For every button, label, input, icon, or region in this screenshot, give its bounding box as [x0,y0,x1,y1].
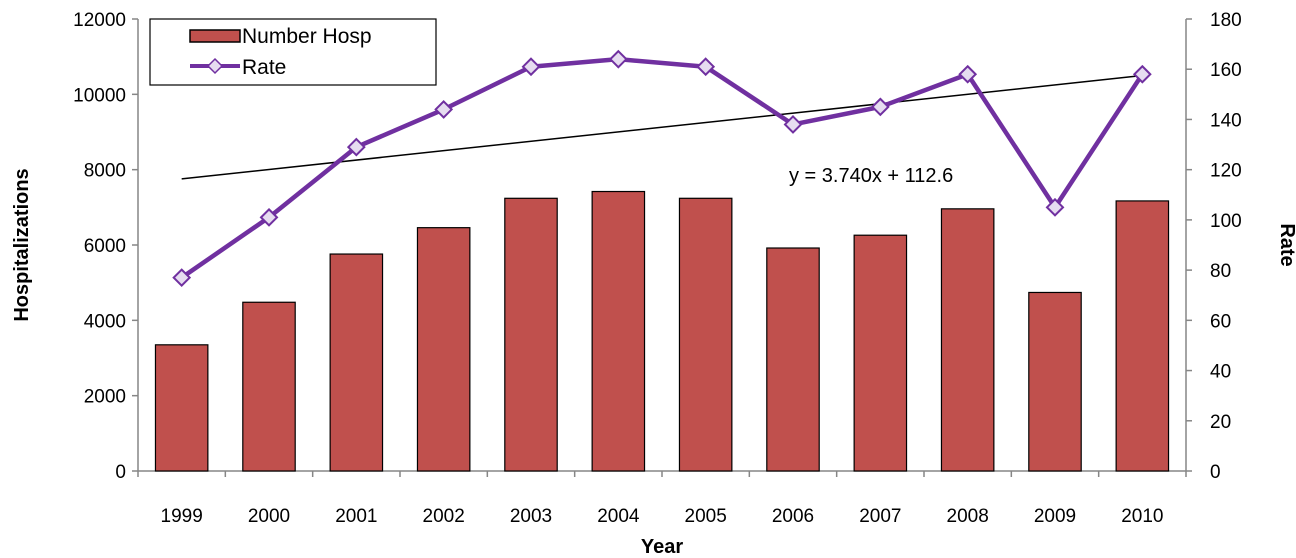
right-tick-label: 0 [1210,462,1221,483]
x-axis-ticks: 1999 2000 2001 2002 2003 2004 2005 2006 2007 2008… [137,471,1187,527]
rate-series [172,49,1152,288]
left-tick-label: 12000 [73,10,126,31]
bar-2000 [242,301,296,472]
rate-line-path [180,56,1145,280]
rate-marker-2007 [870,97,890,117]
x-tick-label: 2006 [772,506,814,527]
y2-axis-title: Rate [1276,223,1296,266]
left-tick-label: 8000 [84,161,126,182]
y-axis-title: Hospitalizations [11,168,33,321]
x-tick-label: 2005 [685,506,727,527]
left-tick-label: 0 [115,462,126,483]
bar-2009 [1028,291,1082,472]
left-tick-label: 4000 [84,311,126,332]
bar-2004 [591,190,646,472]
x-tick-label: 2009 [1034,506,1076,527]
right-tick-label: 160 [1210,60,1242,81]
x-tick-label: 2008 [947,506,989,527]
bar-2003 [504,197,558,472]
rate-marker-2009 [1045,197,1065,217]
x-tick-label: 2007 [859,506,901,527]
bar-2002 [416,227,471,472]
bar-series [154,190,1170,472]
x-tick-label: 2000 [248,506,290,527]
bar-2006 [766,247,820,472]
x-tick-label: 2002 [423,506,465,527]
rate-marker-2003 [521,57,541,77]
right-tick-label: 60 [1210,311,1231,332]
right-axis-ticks: 0 20 40 60 80 100 120 140 160 180 [1186,10,1242,483]
rate-marker-1999 [172,268,192,288]
right-tick-label: 140 [1210,110,1242,131]
plot-area: 0 2000 4000 6000 8000 10000 12000 0 20 40 60 80 100… [73,10,1242,527]
x-tick-label: 2003 [510,506,552,527]
x-axis-title: Year [641,536,683,558]
rate-marker-2002 [434,99,454,119]
bar-2005 [678,197,733,472]
legend-label-number-hosp: Number Hosp [242,25,372,48]
legend-label-rate: Rate [242,56,286,79]
rate-marker-2008 [958,64,978,84]
legend-bar-swatch [189,29,241,43]
x-tick-label: 2004 [597,506,640,527]
right-tick-label: 80 [1210,261,1231,282]
legend: Number Hosp Rate [149,18,437,86]
x-tick-label: 2010 [1121,506,1163,527]
trendline-equation: y = 3.740x + 112.6 [789,165,953,187]
right-tick-label: 40 [1210,362,1231,383]
trendline [181,74,1143,180]
x-tick-label: 1999 [161,506,203,527]
bar-1999 [154,344,209,472]
trendline-line [181,74,1143,180]
bar-2008 [940,208,995,472]
left-tick-label: 10000 [73,85,126,106]
right-tick-label: 180 [1210,10,1242,31]
rate-marker-2005 [696,57,716,77]
rate-marker-2006 [783,115,803,134]
rate-marker-2000 [259,207,279,227]
right-tick-label: 120 [1210,161,1242,182]
left-axis-ticks: 0 2000 4000 6000 8000 10000 12000 [73,10,138,483]
bar-2007 [853,234,908,472]
bar-2010 [1115,200,1170,472]
left-tick-label: 2000 [84,387,126,408]
rate-marker-2004 [608,49,628,69]
legend-diamond-marker [206,57,224,75]
rate-marker-2001 [346,137,366,157]
right-tick-label: 100 [1210,211,1242,232]
x-tick-label: 2001 [335,506,377,527]
rate-marker-2010 [1132,64,1152,84]
left-tick-label: 6000 [84,236,126,257]
bar-2001 [329,253,384,472]
right-tick-label: 20 [1210,412,1231,433]
